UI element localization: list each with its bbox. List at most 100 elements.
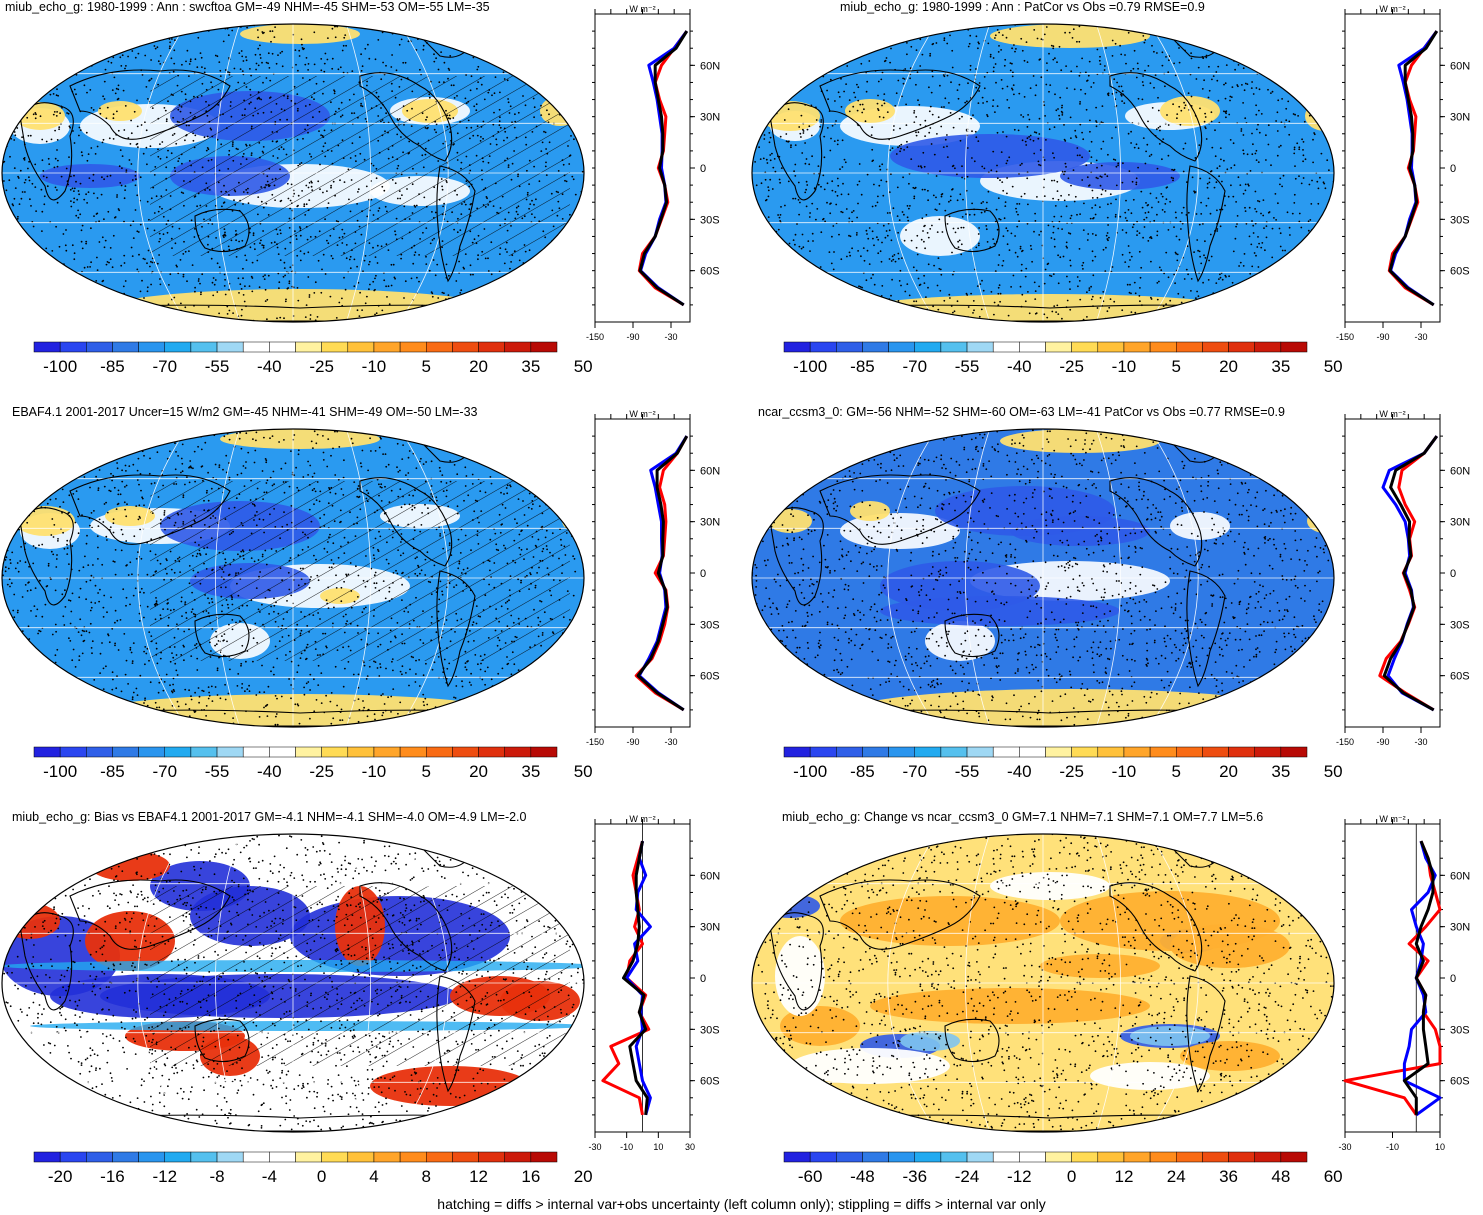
- colorbar-swatch: [426, 746, 453, 758]
- panel-p3: EBAF4.1 2001-2017 Uncer=15 W/m2 GM=-45 N…: [0, 405, 740, 809]
- hatching: [150, 481, 570, 661]
- colorbar-swatch: [914, 341, 942, 353]
- colorbar-label: -85: [100, 357, 125, 376]
- colorbar-label: -100: [793, 357, 827, 376]
- colorbar-swatch: [242, 746, 270, 758]
- colorbar-swatch: [888, 1151, 915, 1163]
- map: [1, 833, 585, 1133]
- colorbar-label: -40: [1007, 357, 1032, 376]
- zonal-line-blue: [1381, 435, 1439, 712]
- map: [1, 23, 585, 323]
- colorbar-swatch: [295, 1151, 322, 1163]
- colorbar: -100 -85 -70 -55 -40 -25 -10 5 20 35 50: [33, 746, 593, 781]
- colorbar-swatch: [992, 341, 1020, 353]
- hatching: [150, 76, 570, 256]
- colorbar-label: -24: [955, 1167, 980, 1186]
- colorbar-label: -25: [1059, 762, 1084, 781]
- colorbar-label: -10: [1112, 357, 1137, 376]
- zonal-line-black: [622, 840, 649, 1116]
- colorbar-swatch: [426, 341, 453, 353]
- zonal-lat-label: 0: [1450, 973, 1456, 985]
- zonal-x-tick: -30: [1414, 332, 1427, 342]
- zonal-lat-label: 60N: [700, 870, 720, 882]
- colorbar-label: -70: [152, 762, 177, 781]
- colorbar-swatch: [809, 341, 837, 353]
- colorbar-label: 5: [1172, 357, 1181, 376]
- map: [751, 428, 1335, 728]
- colorbar-label: -12: [152, 1167, 177, 1186]
- map-border: [751, 833, 1335, 1133]
- zonal-lat-label: 0: [700, 568, 706, 580]
- zonal-line-red: [637, 30, 689, 307]
- colorbar-swatch: [242, 341, 270, 353]
- panel-title: ncar_ccsm3_0: GM=-56 NHM=-52 SHM=-60 OM=…: [758, 405, 1285, 419]
- colorbar-swatch: [373, 1151, 401, 1163]
- colorbar-swatch: [347, 1151, 375, 1163]
- zonal-lat-label: 60N: [700, 60, 720, 72]
- colorbar-swatch: [426, 1151, 453, 1163]
- colorbar-swatch: [1149, 1151, 1177, 1163]
- map-border: [1, 428, 585, 728]
- colorbar: -100 -85 -70 -55 -40 -25 -10 5 20 35 50: [783, 746, 1343, 781]
- zonal-x-tick: 10: [653, 1142, 663, 1152]
- colorbar-swatch: [86, 1151, 113, 1163]
- colorbar-swatch: [504, 746, 532, 758]
- zonal-lat-label: 0: [1450, 163, 1456, 175]
- colorbar-swatch: [1254, 746, 1282, 758]
- colorbar-label: 0: [1067, 1167, 1076, 1186]
- colorbar-swatch: [452, 1151, 479, 1163]
- colorbar-label: -60: [798, 1167, 823, 1186]
- colorbar-label: 20: [469, 762, 488, 781]
- zonal-lat-label: 60N: [1450, 870, 1470, 882]
- colorbar-swatch: [1045, 341, 1072, 353]
- colorbar-swatch: [1019, 1151, 1046, 1163]
- zonal-lat-label: 60S: [1450, 266, 1470, 278]
- colorbar-swatch: [1176, 341, 1203, 353]
- colorbar-swatch: [1228, 1151, 1255, 1163]
- colorbar-swatch: [452, 746, 479, 758]
- zonal-x-tick: -150: [1336, 737, 1354, 747]
- colorbar-label: -100: [43, 762, 77, 781]
- colorbar-label: -8: [209, 1167, 224, 1186]
- graticule: [752, 429, 1334, 727]
- colorbar-swatch: [1254, 341, 1282, 353]
- colorbar-swatch: [399, 1151, 427, 1163]
- colorbar-swatch: [836, 1151, 863, 1163]
- zonal-x-tick: -30: [1414, 737, 1427, 747]
- colorbar-label: -55: [955, 762, 980, 781]
- colorbar-swatch: [1071, 1151, 1099, 1163]
- colorbar-swatch: [478, 1151, 505, 1163]
- colorbar-swatch: [530, 1151, 558, 1163]
- graticule: [752, 834, 1334, 1132]
- colorbar-swatch: [295, 341, 322, 353]
- colorbar-label: -10: [362, 357, 387, 376]
- zonal-lat-label: 60S: [700, 266, 720, 278]
- colorbar-label: 35: [1271, 357, 1290, 376]
- colorbar-swatch: [1045, 746, 1072, 758]
- colorbar-swatch: [1228, 341, 1255, 353]
- colorbar-swatch: [478, 341, 505, 353]
- colorbar-swatch: [216, 1151, 244, 1163]
- colorbar-swatch: [399, 341, 427, 353]
- zonal-lat-label: 30S: [700, 619, 720, 631]
- colorbar-label: -48: [850, 1167, 875, 1186]
- zonal-x-tick: -90: [626, 332, 639, 342]
- colorbar-swatch: [269, 341, 296, 353]
- colorbar-swatch: [992, 746, 1020, 758]
- colorbar-label: 24: [1167, 1167, 1186, 1186]
- colorbar-swatch: [164, 746, 192, 758]
- colorbar-swatch: [138, 1151, 165, 1163]
- graticule: [2, 24, 584, 322]
- zonal-x-tick: -10: [1386, 1142, 1399, 1152]
- footer-note: hatching = diffs > internal var+obs unce…: [437, 1196, 1046, 1212]
- colorbar-swatch: [164, 1151, 192, 1163]
- map-field: [2, 834, 584, 1132]
- zonal-lat-label: 60S: [1450, 1076, 1470, 1088]
- colorbar-swatch: [1019, 341, 1046, 353]
- zonal-lat-label: 60N: [700, 465, 720, 477]
- colorbar-swatch: [966, 746, 994, 758]
- zonal-line-blue: [1389, 30, 1439, 307]
- zonal-lat-label: 30N: [700, 517, 720, 529]
- zonal-lat-label: 30S: [1450, 1024, 1470, 1036]
